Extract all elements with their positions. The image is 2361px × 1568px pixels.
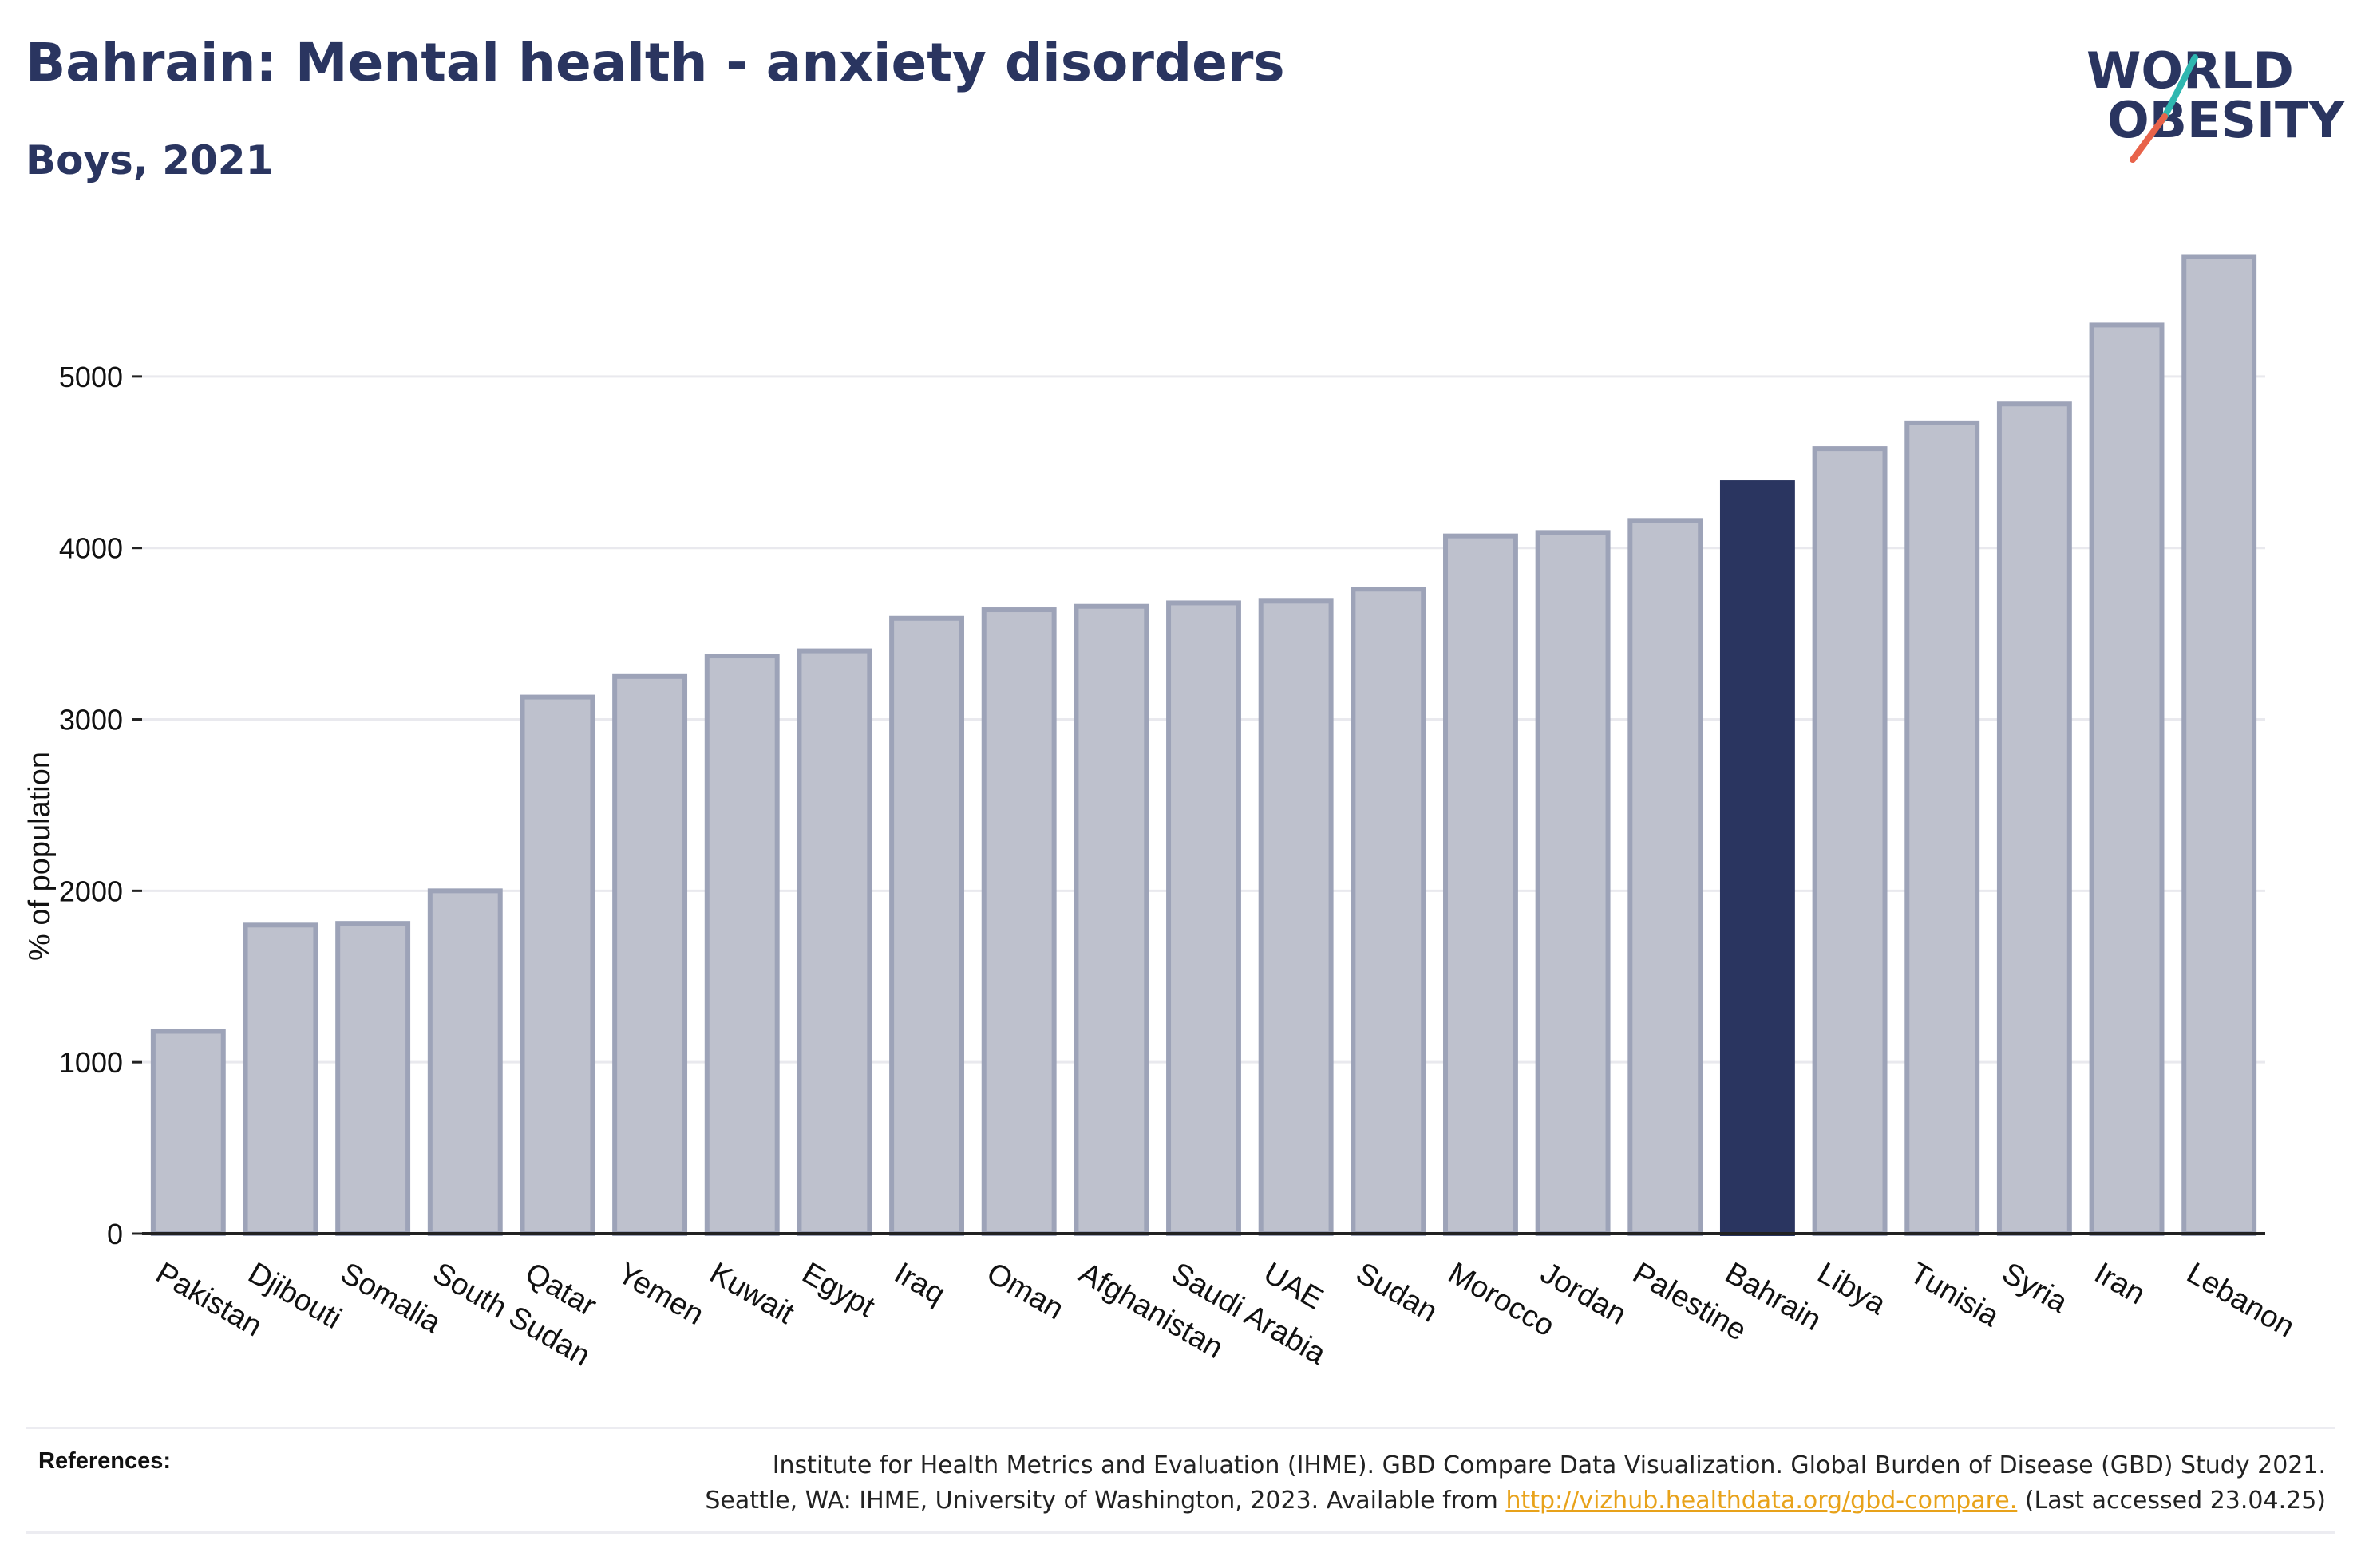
references-box: References: Institute for Health Metrics…	[26, 1427, 2335, 1534]
y-tick-label: 0	[107, 1218, 123, 1250]
references-text: Institute for Health Metrics and Evaluat…	[705, 1448, 2326, 1519]
x-tick-label: Pakistan	[150, 1256, 267, 1343]
world-obesity-logo: WORLD OBESITY	[2086, 41, 2345, 163]
bar-qatar	[520, 694, 595, 1236]
x-tick-label: Morocco	[1442, 1256, 1560, 1343]
x-tick-label: Iran	[2089, 1256, 2151, 1311]
y-tick-label: 3000	[59, 704, 123, 737]
x-tick-label: Syria	[1996, 1256, 2074, 1320]
references-line2: Seattle, WA: IHME, University of Washing…	[705, 1483, 2326, 1519]
x-tick-label: Kuwait	[704, 1256, 800, 1331]
x-tick-label: Yemen	[611, 1256, 709, 1332]
bar-libya	[1812, 446, 1888, 1236]
chart-title: Bahrain: Mental health - anxiety disorde…	[26, 32, 1285, 93]
references-label: References:	[38, 1448, 172, 1474]
bar-saudi-arabia	[1166, 600, 1241, 1236]
bar-bahrain	[1719, 480, 1795, 1236]
x-tick-label: Somalia	[334, 1256, 447, 1340]
x-tick-label: Iraq	[888, 1256, 951, 1311]
bar-uae	[1258, 598, 1334, 1236]
bar-syria	[1996, 401, 2072, 1236]
references-line2-prefix: Seattle, WA: IHME, University of Washing…	[705, 1487, 1506, 1515]
bar-somalia	[335, 921, 411, 1237]
bar-afghanistan	[1074, 603, 1149, 1236]
x-tick-label: Tunisia	[1904, 1256, 2006, 1333]
bar-palestine	[1627, 518, 1703, 1236]
bar-morocco	[1443, 533, 1518, 1236]
x-tick-label: Sudan	[1351, 1256, 1443, 1329]
bar-oman	[981, 607, 1057, 1236]
bar-iraq	[889, 615, 964, 1236]
y-axis-label: % of population	[23, 752, 57, 961]
chart-subtitle: Boys, 2021	[26, 137, 274, 184]
y-tick-label: 5000	[59, 361, 123, 393]
bar-kuwait	[704, 654, 780, 1236]
bar-jordan	[1535, 530, 1611, 1236]
references-link[interactable]: http://vizhub.healthdata.org/gbd-compare…	[1505, 1487, 2018, 1515]
x-tick-label: Egypt	[797, 1256, 881, 1324]
bar-pakistan	[150, 1029, 226, 1236]
references-line1: Institute for Health Metrics and Evaluat…	[772, 1451, 2326, 1479]
y-tick-label: 2000	[59, 875, 123, 907]
bars	[150, 254, 2257, 1237]
bar-sudan	[1351, 587, 1426, 1236]
bar-chart: 0 1000 2000 3000 4000 5000 PakistanDjiboutiSo…	[23, 254, 2300, 1373]
bar-tunisia	[1904, 420, 1980, 1236]
logo-slash-orange	[2130, 113, 2168, 163]
y-tick-label: 4000	[59, 532, 123, 565]
bar-lebanon	[2181, 254, 2257, 1236]
bar-egypt	[797, 648, 872, 1236]
logo-slash-teal	[2160, 54, 2198, 123]
y-tick-labels: 0 1000 2000 3000 4000 5000	[59, 361, 142, 1250]
bar-djibouti	[243, 922, 318, 1236]
bar-yemen	[612, 673, 688, 1236]
y-tick-label: 1000	[59, 1046, 123, 1079]
bar-south-sudan	[427, 888, 503, 1237]
bar-iran	[2089, 322, 2165, 1236]
references-line2-suffix: (Last accessed 23.04.25)	[2017, 1487, 2326, 1515]
x-tick-label: Oman	[981, 1256, 1070, 1326]
x-tick-label: Lebanon	[2181, 1256, 2300, 1344]
